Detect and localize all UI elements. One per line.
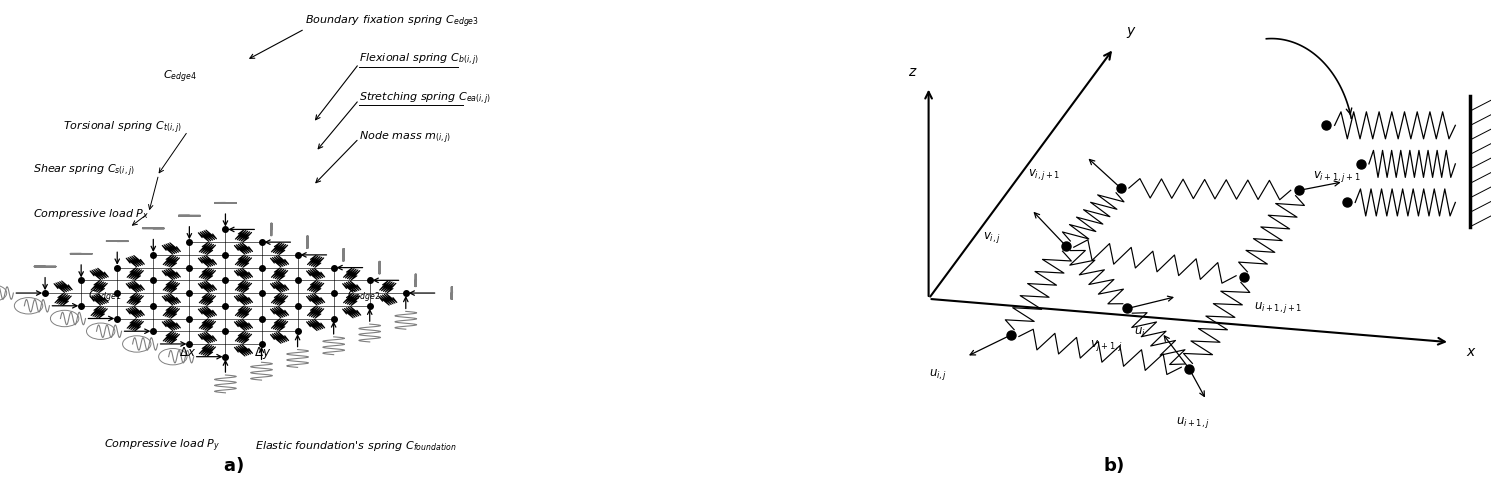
Text: y: y [1127, 24, 1135, 39]
Text: $v_{i,j+1}$: $v_{i,j+1}$ [1029, 167, 1060, 182]
Text: Stretching spring $C_{ea(i,j)}$: Stretching spring $C_{ea(i,j)}$ [359, 91, 492, 107]
Text: $C_{edge2}$: $C_{edge2}$ [346, 288, 380, 305]
Text: Compressive load $P_x$: Compressive load $P_x$ [33, 207, 149, 222]
Text: x: x [1466, 345, 1475, 359]
Text: $u_{i+1,j}$: $u_{i+1,j}$ [1175, 415, 1209, 430]
Text: $C_{edge1}$: $C_{edge1}$ [88, 288, 121, 305]
Text: Flexional spring $C_{b(i,j)}$: Flexional spring $C_{b(i,j)}$ [359, 52, 479, 68]
Text: $u_{i,j}$: $u_{i,j}$ [929, 367, 947, 382]
Text: Boundary fixation spring $C_{edge3}$: Boundary fixation spring $C_{edge3}$ [304, 13, 479, 30]
Text: z: z [908, 65, 915, 80]
Text: $C_{edge4}$: $C_{edge4}$ [163, 69, 197, 85]
Text: Elastic foundation's spring $C_{foundation}$: Elastic foundation's spring $C_{foundati… [255, 439, 456, 453]
Text: Torsional spring $C_{t(i,j)}$: Torsional spring $C_{t(i,j)}$ [63, 120, 182, 136]
Text: Compressive load $P_y$: Compressive load $P_y$ [104, 438, 221, 454]
Text: $v_{j+1,j}$: $v_{j+1,j}$ [1090, 338, 1123, 353]
Text: $\Delta y$: $\Delta y$ [255, 345, 271, 361]
Text: $v_{i,j}$: $v_{i,j}$ [984, 230, 1000, 245]
Text: $\bf{b)}$: $\bf{b)}$ [1103, 455, 1124, 475]
Text: $u_{i+1,j+1}$: $u_{i+1,j+1}$ [1254, 300, 1303, 315]
Text: $\Delta x$: $\Delta x$ [179, 347, 197, 359]
Text: Node mass $m_{(i,j)}$: Node mass $m_{(i,j)}$ [359, 129, 450, 146]
Text: $v_{i+1,j+1}$: $v_{i+1,j+1}$ [1312, 170, 1360, 185]
Text: $u_i$: $u_i$ [1135, 326, 1147, 339]
Text: Shear spring $C_{s(i,j)}$: Shear spring $C_{s(i,j)}$ [33, 163, 136, 179]
Text: $\bf{a)}$: $\bf{a)}$ [224, 455, 245, 475]
